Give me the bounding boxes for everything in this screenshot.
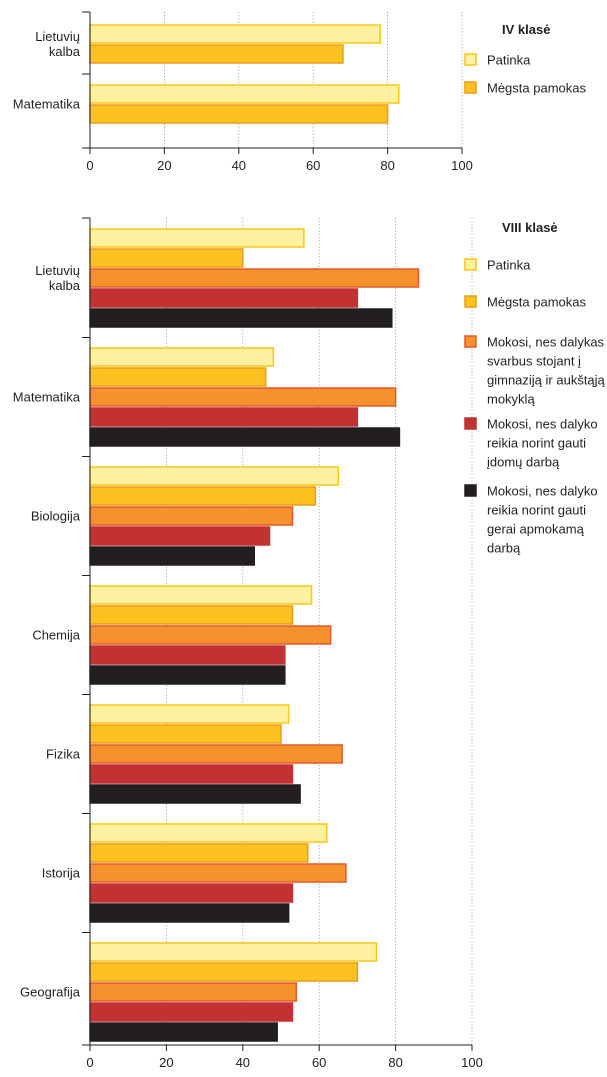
category-label: kalba: [49, 278, 81, 293]
bar: [89, 883, 294, 903]
category-label: Geografija: [20, 985, 81, 1000]
bar: [89, 625, 332, 645]
bar: [89, 645, 286, 665]
legend-swatch: [464, 258, 477, 271]
bar: [89, 605, 294, 625]
legend-swatch: [464, 484, 477, 497]
legend-label: gerai apmokamą: [487, 522, 585, 537]
x-tick-label: 60: [312, 1055, 326, 1070]
x-tick-label: 80: [388, 1055, 402, 1070]
bar: [89, 466, 340, 486]
bar: [89, 764, 294, 784]
legend-label: įdomų darbą: [487, 455, 560, 470]
bar: [89, 308, 393, 328]
bar: [89, 526, 271, 546]
legend-label: Mėgsta pamokas: [487, 295, 586, 310]
bar: [89, 962, 359, 982]
bar: [89, 506, 294, 526]
legend-label: Patinka: [487, 53, 531, 68]
category-label: Chemija: [32, 628, 80, 643]
bar: [89, 367, 267, 387]
bar: [89, 665, 286, 685]
x-tick-label: 20: [157, 158, 171, 173]
legend-swatch: [464, 295, 477, 308]
bar: [89, 44, 344, 64]
legend-label: Mokosi, nes dalykas: [487, 335, 605, 350]
bar: [89, 248, 244, 268]
bar: [89, 268, 420, 288]
legend-label: Mokosi, nes dalyko: [487, 484, 598, 499]
bar: [89, 546, 256, 566]
legend-label: darbą: [487, 541, 521, 556]
category-label: Matematika: [13, 390, 81, 405]
x-tick-label: 20: [159, 1055, 173, 1070]
legend-swatch: [464, 335, 477, 348]
x-tick-label: 40: [232, 158, 246, 173]
legend-label: mokyklą: [487, 392, 535, 407]
category-label: Fizika: [46, 747, 81, 762]
bar: [89, 942, 378, 962]
legend-label: Patinka: [487, 258, 531, 273]
bar: [89, 903, 290, 923]
x-tick-label: 100: [461, 1055, 483, 1070]
legend-swatch: [464, 53, 477, 66]
bar: [89, 387, 397, 407]
bar: [89, 704, 290, 724]
x-tick-label: 0: [86, 158, 93, 173]
category-label: kalba: [49, 44, 81, 59]
legend-label: gimnaziją ir aukštąją: [487, 373, 606, 388]
x-tick-label: 0: [86, 1055, 93, 1070]
bar: [89, 104, 389, 124]
bar: [89, 84, 400, 104]
bar: [89, 724, 282, 744]
category-label: Lietuvių: [35, 263, 80, 278]
bar: [89, 427, 401, 447]
category-label: Matematika: [13, 97, 81, 112]
bar: [89, 863, 347, 883]
category-label: Istorija: [42, 866, 81, 881]
legend-label: Mėgsta pamokas: [487, 81, 586, 96]
legend-label: Mokosi, nes dalyko: [487, 417, 598, 432]
x-tick-label: 100: [451, 158, 473, 173]
bar: [89, 585, 313, 605]
legend-label: svarbus stojant į: [487, 354, 581, 369]
bar: [89, 843, 309, 863]
legend-swatch: [464, 81, 477, 94]
bar: [89, 982, 298, 1002]
category-label: Lietuvių: [35, 29, 80, 44]
bar: [89, 228, 305, 248]
bar: [89, 744, 343, 764]
bar: [89, 1002, 294, 1022]
legend-title: IV klasė: [502, 22, 550, 37]
legend-label: reikia norint gauti: [487, 503, 586, 518]
x-tick-label: 60: [306, 158, 320, 173]
bar: [89, 486, 317, 506]
bar: [89, 288, 359, 308]
bar: [89, 24, 381, 44]
category-label: Biologija: [31, 509, 81, 524]
bar: [89, 784, 301, 804]
x-tick-label: 40: [236, 1055, 250, 1070]
bar: [89, 407, 359, 427]
bar: [89, 1022, 278, 1042]
x-tick-label: 80: [380, 158, 394, 173]
legend-label: reikia norint gauti: [487, 436, 586, 451]
legend-swatch: [464, 417, 477, 430]
legend-title: VIII klasė: [502, 220, 558, 235]
bar: [89, 347, 275, 367]
bar: [89, 823, 328, 843]
